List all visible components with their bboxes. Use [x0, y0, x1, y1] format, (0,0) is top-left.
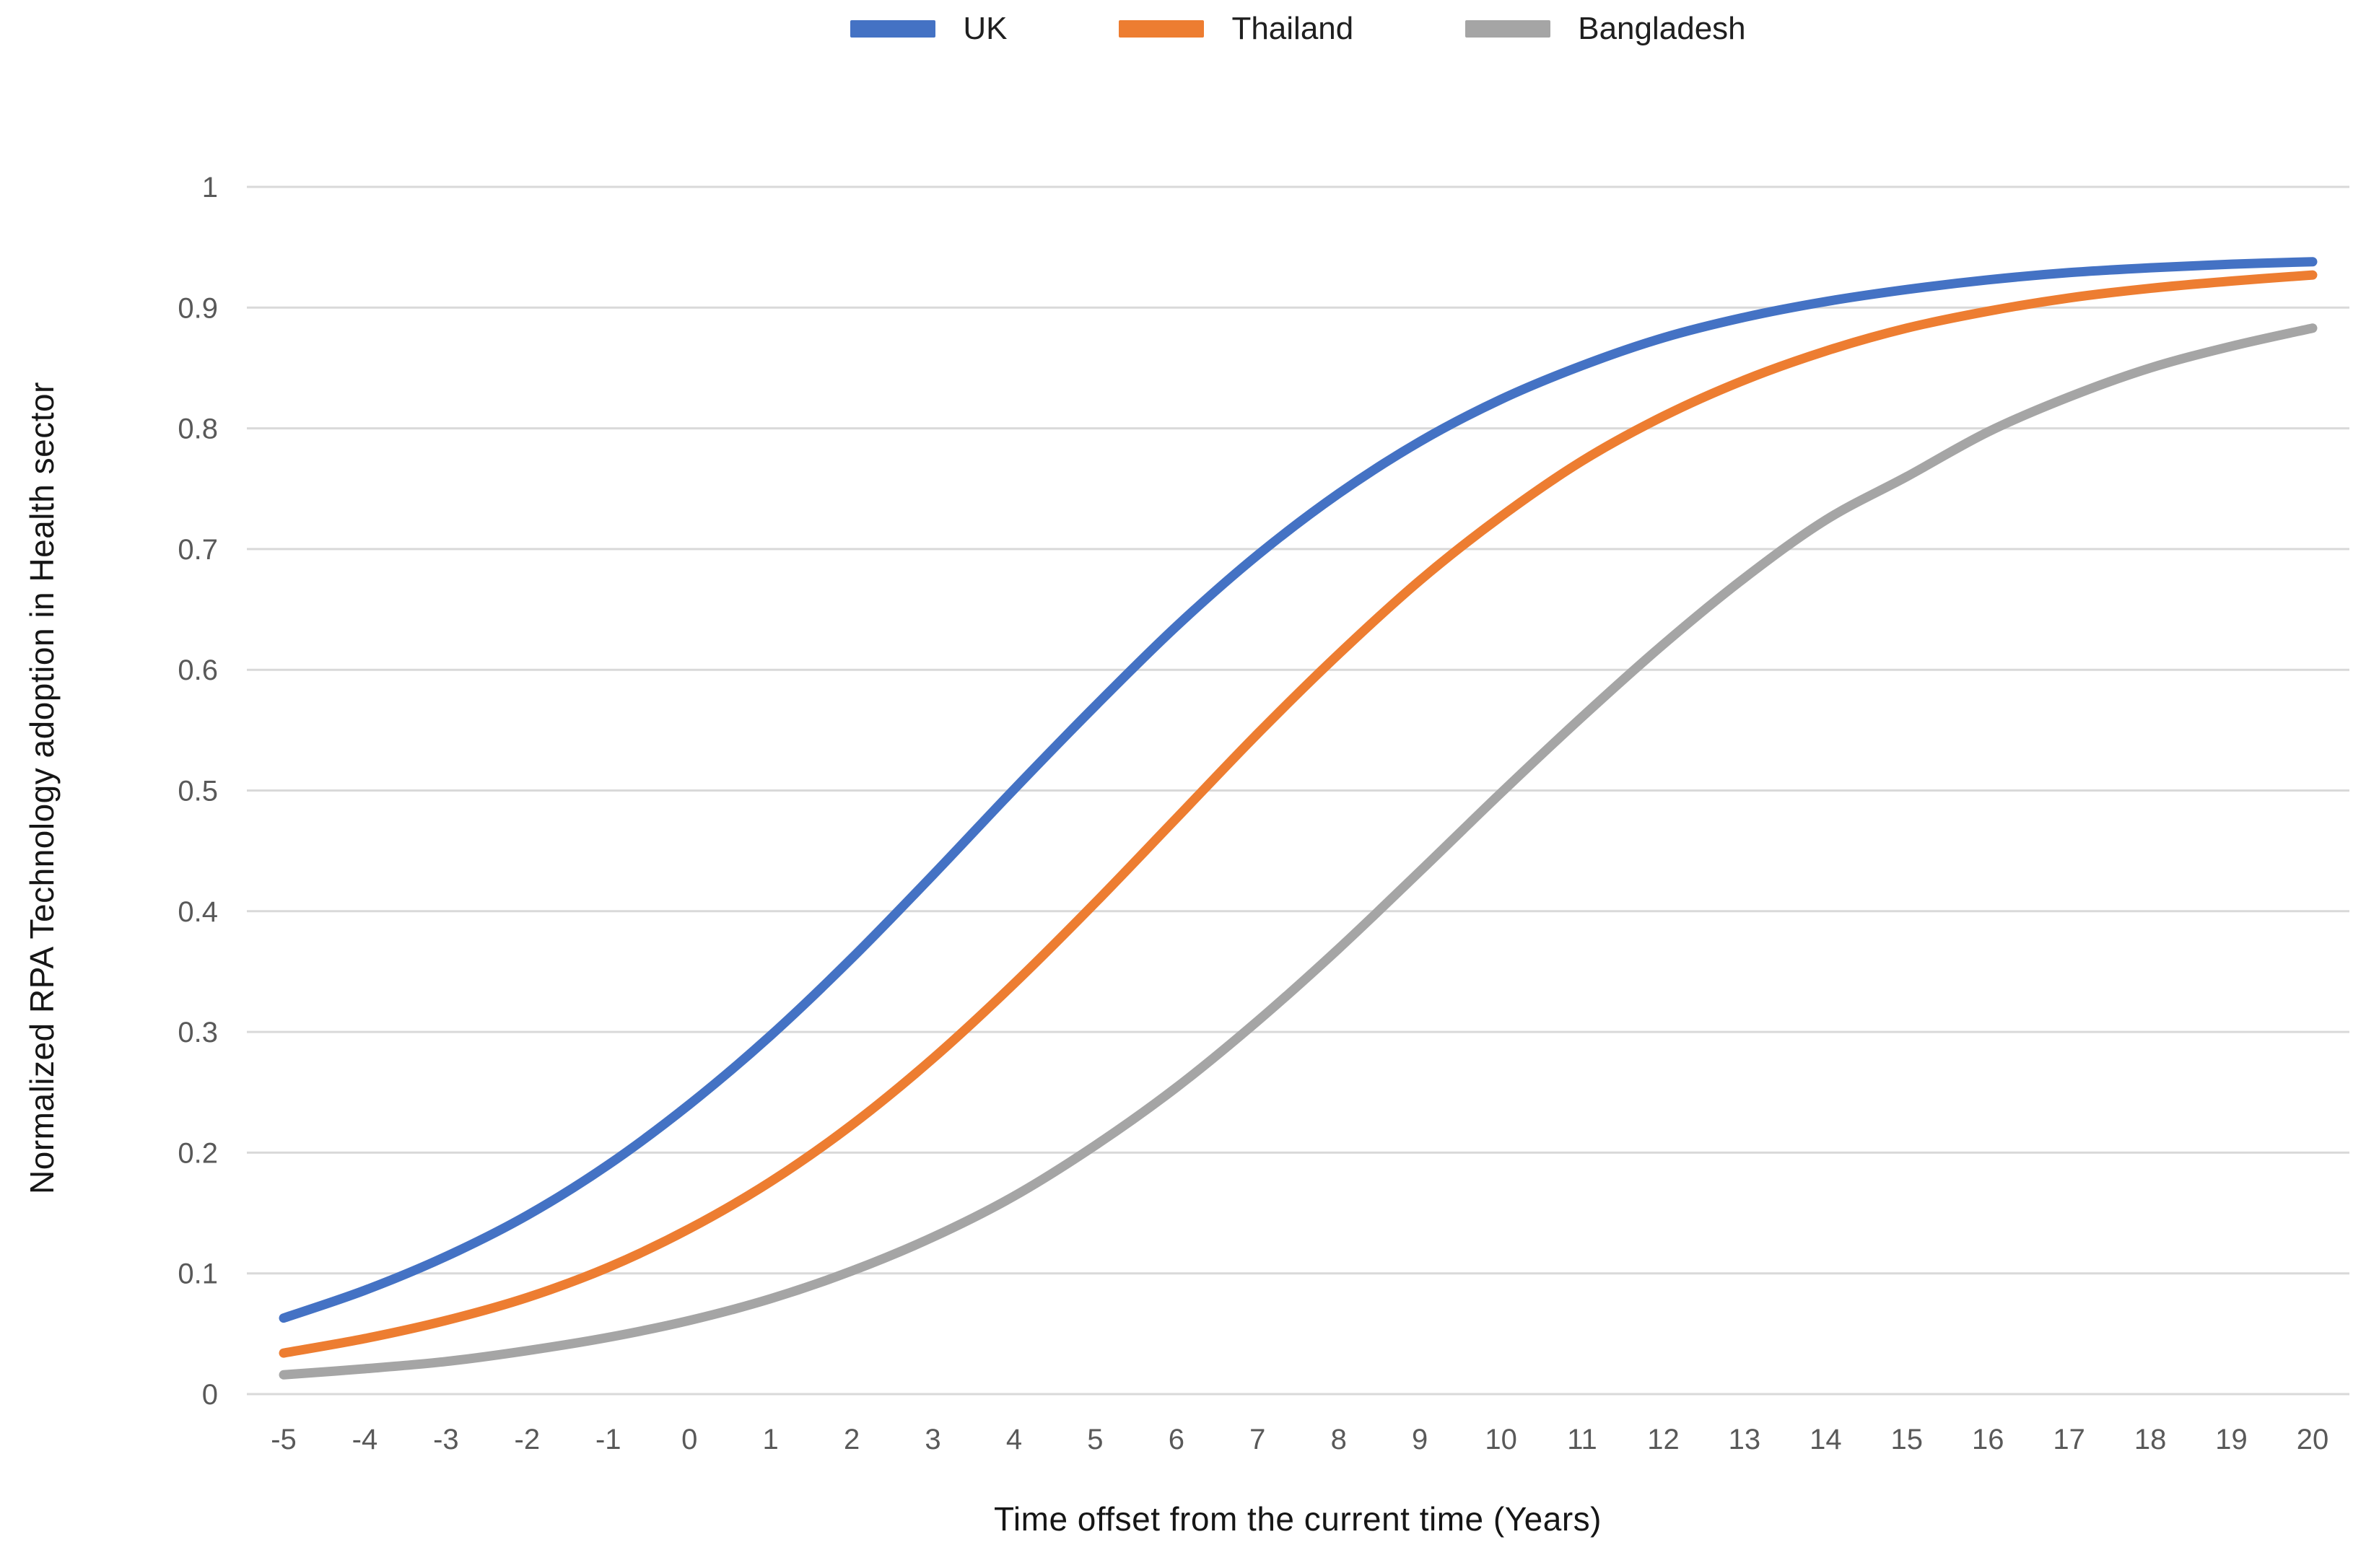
x-tick-label: 18 — [2134, 1424, 2167, 1455]
y-tick-label: 0.8 — [178, 413, 218, 445]
y-tick-label: 0.3 — [178, 1017, 218, 1048]
x-tick-label: 9 — [1412, 1424, 1428, 1455]
x-tick-label: -1 — [595, 1424, 621, 1455]
series-line-thailand — [279, 270, 2318, 1358]
x-axis-title: Time offset from the current time (Years… — [994, 1500, 1602, 1538]
y-tick-label: 0.2 — [178, 1137, 218, 1169]
x-tick-label: 0 — [681, 1424, 697, 1455]
x-tick-label: -4 — [352, 1424, 378, 1455]
x-tick-label: -3 — [433, 1424, 459, 1455]
legend-swatch-bangladesh — [1465, 20, 1551, 38]
x-tick-labels: -5 -4 -3 -2 -1 0 1 2 3 4 5 6 7 8 9 10 11 12 13 14 15 16 17 18 19… — [271, 1424, 2328, 1455]
x-tick-label: 19 — [2215, 1424, 2248, 1455]
x-tick-label: 10 — [1485, 1424, 1517, 1455]
y-tick-label: 0.9 — [178, 292, 218, 324]
legend-item-uk: UK — [850, 13, 1007, 45]
legend-item-bangladesh: Bangladesh — [1465, 11, 1746, 46]
x-tick-label: 5 — [1087, 1424, 1103, 1455]
x-tick-label: 13 — [1729, 1424, 1761, 1455]
x-tick-label: 16 — [1972, 1424, 2004, 1455]
x-tick-label: 20 — [2297, 1424, 2329, 1455]
gridlines — [247, 185, 2349, 1396]
y-tick-label: 0.4 — [178, 896, 218, 928]
x-tick-label: 6 — [1169, 1424, 1184, 1455]
legend-label-uk: UK — [963, 11, 1008, 46]
x-tick-label: 15 — [1891, 1424, 1924, 1455]
x-tick-label: 11 — [1567, 1424, 1597, 1455]
series-line-uk — [279, 257, 2318, 1323]
x-tick-label: 2 — [844, 1424, 860, 1455]
x-tick-label: 8 — [1331, 1424, 1347, 1455]
x-tick-label: -2 — [515, 1424, 541, 1455]
x-tick-label: 7 — [1249, 1424, 1265, 1455]
x-tick-label: -5 — [271, 1424, 297, 1455]
x-tick-label: 3 — [925, 1424, 940, 1455]
series-line-bangladesh — [279, 323, 2318, 1380]
y-tick-labels: 0 0.1 0.2 0.3 0.4 0.5 0.6 0.7 0.8 0.9 1 — [178, 172, 218, 1411]
legend: UK Thailand Bangladesh — [247, 13, 2349, 45]
y-axis-title: Normalized RPA Technology adoption in He… — [23, 382, 61, 1194]
legend-swatch-uk — [850, 20, 936, 38]
x-tick-label: 1 — [763, 1424, 779, 1455]
legend-swatch-thailand — [1119, 20, 1205, 38]
x-tick-label: 4 — [1006, 1424, 1022, 1455]
legend-item-thailand: Thailand — [1119, 13, 1353, 45]
x-tick-label: 12 — [1647, 1424, 1680, 1455]
y-tick-label: 1 — [202, 172, 218, 203]
x-tick-label: 14 — [1810, 1424, 1842, 1455]
y-tick-label: 0 — [202, 1379, 218, 1411]
y-tick-label: 0.1 — [178, 1258, 218, 1290]
y-tick-label: 0.5 — [178, 776, 218, 807]
legend-label-thailand: Thailand — [1231, 11, 1354, 46]
x-tick-label: 17 — [2053, 1424, 2085, 1455]
y-tick-label: 0.6 — [178, 654, 218, 686]
legend-label-bangladesh: Bangladesh — [1578, 11, 1746, 46]
y-tick-label: 0.7 — [178, 534, 218, 566]
